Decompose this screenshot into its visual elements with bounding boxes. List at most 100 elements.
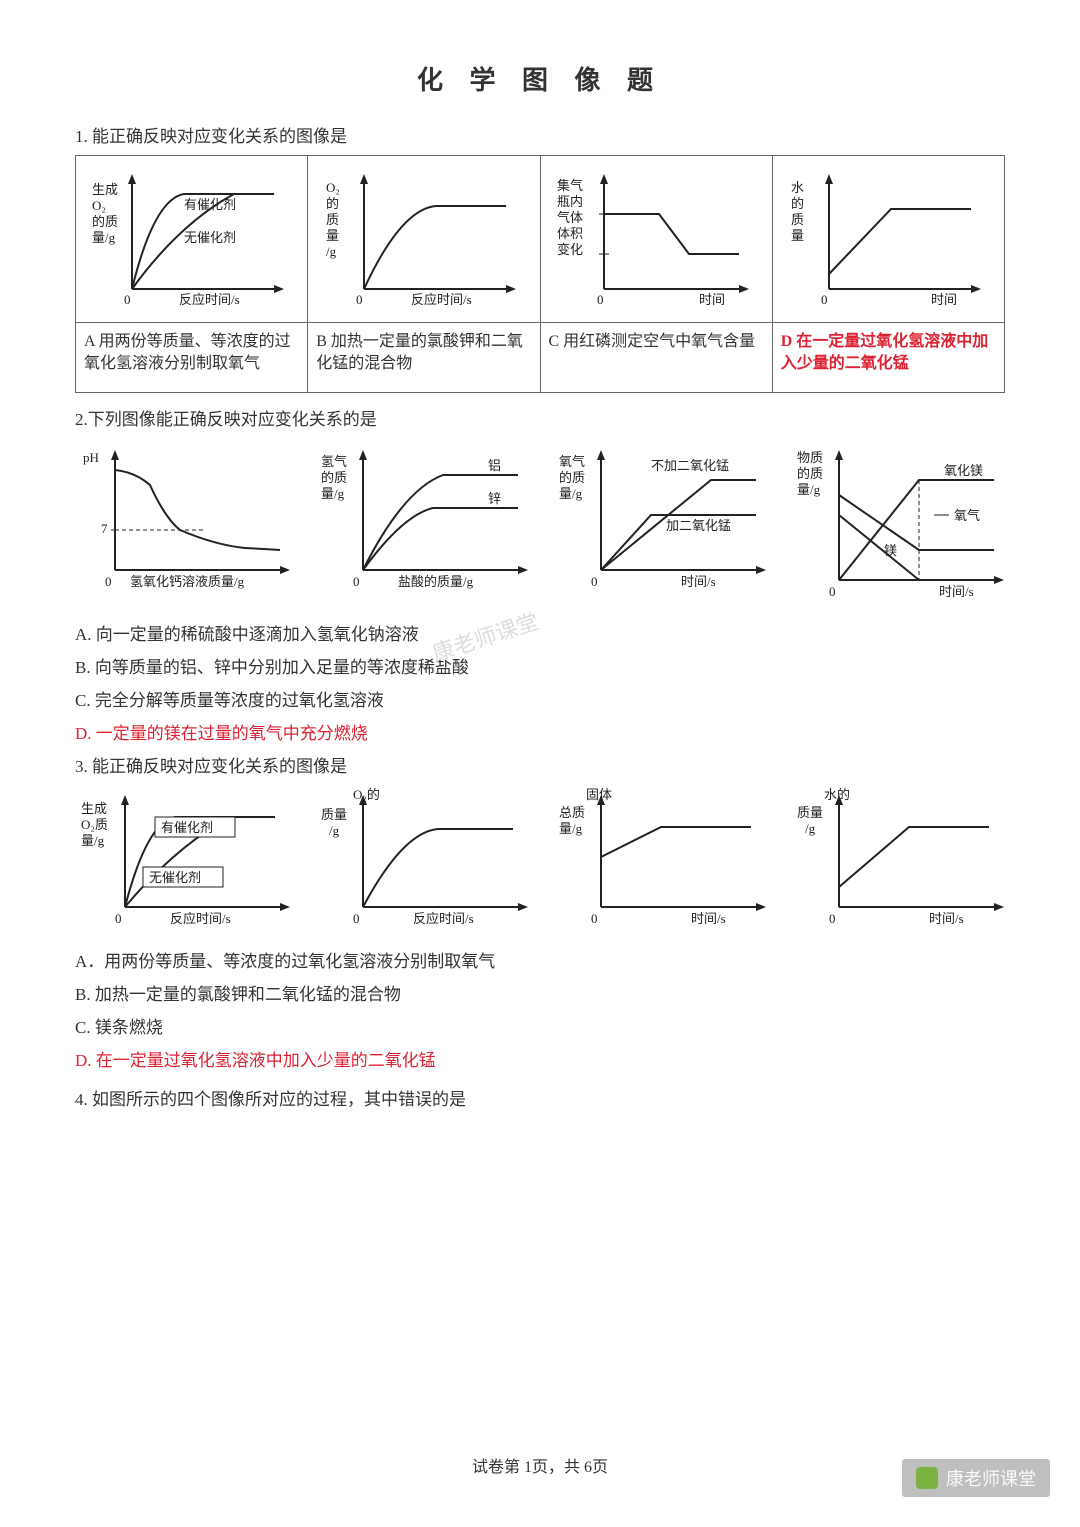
q3-opt-d: D. 在一定量过氧化氢溶液中加入少量的二氧化锰 <box>75 1046 1005 1071</box>
q1a-xlabel: 反应时间/s <box>179 292 240 307</box>
q2-graph-b: 氢气 的质 量/g 0 盐酸的质量/g 铝 锌 <box>313 440 543 610</box>
svg-text:/g: /g <box>329 823 340 838</box>
svg-text:量/g: 量/g <box>797 482 821 497</box>
svg-text:无催化剂: 无催化剂 <box>184 230 236 245</box>
svg-text:量/g: 量/g <box>559 486 583 501</box>
svg-text:0: 0 <box>591 911 598 926</box>
svg-text:氢氧化钙溶液质量/g: 氢氧化钙溶液质量/g <box>130 574 245 589</box>
q2-graph-c: 氧气 的质 量/g 0 时间/s 不加二氧化锰 加二氧化锰 <box>551 440 781 610</box>
svg-text:0: 0 <box>821 292 828 307</box>
q3-opt-a: A．用两份等质量、等浓度的过氧化氢溶液分别制取氧气 <box>75 947 1005 972</box>
svg-text:变化: 变化 <box>557 242 583 257</box>
svg-text:的质: 的质 <box>92 214 118 229</box>
svg-text:体积: 体积 <box>557 226 583 241</box>
svg-text:集气: 集气 <box>557 178 583 193</box>
q1-desc-b: B 加热一定量的氯酸钾和二氧化锰的混合物 <box>308 323 540 393</box>
svg-text:的: 的 <box>791 196 804 211</box>
svg-text:水的: 水的 <box>824 787 850 802</box>
q3-graphs-row: 生成 O₂质 量/g 0 反应时间/s 有催化剂 无催化剂 O₂的 质量 /g … <box>75 787 1005 937</box>
svg-text:反应时间/s: 反应时间/s <box>411 292 472 307</box>
q3-stem: 3. 能正确反映对应变化关系的图像是 <box>75 752 1005 777</box>
q4-stem: 4. 如图所示的四个图像所对应的过程，其中错误的是 <box>75 1085 1005 1110</box>
svg-text:生成: 生成 <box>81 801 107 816</box>
q1-graph-d: 水 的 质 量 0 时间 <box>772 156 1004 323</box>
svg-text:质: 质 <box>326 212 339 227</box>
q1-desc-d: D 在一定量过氧化氢溶液中加入少量的二氧化锰 <box>772 323 1004 393</box>
svg-text:量/g: 量/g <box>559 821 583 836</box>
q1-desc-a: A 用两份等质量、等浓度的过氧化氢溶液分别制取氧气 <box>76 323 308 393</box>
svg-text:锌: 锌 <box>488 491 501 506</box>
svg-text:/g: /g <box>805 821 816 836</box>
svg-text:时间/s: 时间/s <box>929 911 964 926</box>
svg-text:的质: 的质 <box>321 470 347 485</box>
svg-text:时间/s: 时间/s <box>691 911 726 926</box>
svg-text:O₂: O₂ <box>92 198 106 213</box>
svg-text:氧气: 氧气 <box>559 454 585 469</box>
watermark-text: 康老师课堂 <box>946 1465 1036 1491</box>
svg-text:固体: 固体 <box>586 787 612 802</box>
svg-text:/g: /g <box>326 244 337 259</box>
q1-graph-c: 集气 瓶内 气体 体积 变化 0 时间 <box>540 156 772 323</box>
svg-text:时间: 时间 <box>699 292 725 307</box>
svg-text:时间/s: 时间/s <box>681 574 716 589</box>
svg-text:0: 0 <box>124 292 131 307</box>
svg-text:总质: 总质 <box>559 805 585 820</box>
q2-options: A. 向一定量的稀硫酸中逐滴加入氢氧化钠溶液 B. 向等质量的铝、锌中分别加入足… <box>75 620 1005 744</box>
q2-graphs-row: pH 7 0 氢氧化钙溶液质量/g 氢气 的质 量/g 0 盐酸的质量/g 铝 … <box>75 440 1005 610</box>
svg-text:0: 0 <box>105 574 112 589</box>
svg-text:氧气: 氧气 <box>954 508 980 523</box>
wechat-icon <box>916 1467 938 1489</box>
svg-text:镁: 镁 <box>884 543 897 558</box>
svg-text:O₂的: O₂的 <box>353 787 380 802</box>
svg-text:O₂: O₂ <box>326 180 340 195</box>
q2-graph-a: pH 7 0 氢氧化钙溶液质量/g <box>75 440 305 610</box>
svg-text:量: 量 <box>791 228 804 243</box>
svg-text:量: 量 <box>326 228 339 243</box>
svg-text:量/g: 量/g <box>92 230 116 245</box>
q3-options: A．用两份等质量、等浓度的过氧化氢溶液分别制取氧气 B. 加热一定量的氯酸钾和二… <box>75 947 1005 1071</box>
q1-stem: 1. 能正确反映对应变化关系的图像是 <box>75 122 1005 147</box>
svg-text:的: 的 <box>326 196 339 211</box>
svg-text:0: 0 <box>115 911 122 926</box>
q3-graph-c: 固体 总质 量/g 0 时间/s <box>551 787 781 937</box>
q2-opt-c: C. 完全分解等质量等浓度的过氧化氢溶液 <box>75 686 1005 711</box>
page-title: 化 学 图 像 题 <box>75 60 1005 97</box>
svg-text:pH: pH <box>83 450 99 465</box>
svg-text:水: 水 <box>791 180 804 195</box>
svg-text:加二氧化锰: 加二氧化锰 <box>666 518 731 533</box>
q2-opt-b: B. 向等质量的铝、锌中分别加入足量的等浓度稀盐酸 <box>75 653 1005 678</box>
q3-opt-c: C. 镁条燃烧 <box>75 1013 1005 1038</box>
svg-text:时间: 时间 <box>931 292 957 307</box>
svg-text:不加二氧化锰: 不加二氧化锰 <box>651 458 729 473</box>
svg-text:0: 0 <box>356 292 363 307</box>
q3-graph-b: O₂的 质量 /g 0 反应时间/s <box>313 787 543 937</box>
svg-text:氢气: 氢气 <box>321 454 347 469</box>
svg-text:量/g: 量/g <box>81 833 105 848</box>
svg-text:0: 0 <box>829 911 836 926</box>
svg-text:O₂质: O₂质 <box>81 817 108 832</box>
svg-text:0: 0 <box>353 911 360 926</box>
svg-text:质: 质 <box>791 212 804 227</box>
svg-text:量/g: 量/g <box>321 486 345 501</box>
svg-text:盐酸的质量/g: 盐酸的质量/g <box>398 574 474 589</box>
watermark-brand: 康老师课堂 <box>902 1459 1050 1497</box>
q1-table: 生成 O₂ 的质 量/g 0 反应时间/s 有催化剂 无催化剂 O₂ 的 <box>75 155 1005 393</box>
svg-text:物质: 物质 <box>797 450 823 465</box>
svg-text:质量: 质量 <box>797 805 823 820</box>
svg-text:0: 0 <box>829 584 836 599</box>
svg-text:时间/s: 时间/s <box>939 584 974 599</box>
svg-text:生成: 生成 <box>92 182 118 197</box>
svg-text:7: 7 <box>101 521 108 536</box>
svg-text:铝: 铝 <box>488 458 501 473</box>
svg-text:质量: 质量 <box>321 807 347 822</box>
svg-text:的质: 的质 <box>797 466 823 481</box>
svg-text:反应时间/s: 反应时间/s <box>170 911 231 926</box>
svg-text:0: 0 <box>597 292 604 307</box>
svg-text:无催化剂: 无催化剂 <box>149 870 201 885</box>
q2-opt-d: D. 一定量的镁在过量的氧气中充分燃烧 <box>75 719 1005 744</box>
q2-opt-a: A. 向一定量的稀硫酸中逐滴加入氢氧化钠溶液 <box>75 620 1005 645</box>
svg-text:反应时间/s: 反应时间/s <box>413 911 474 926</box>
svg-text:有催化剂: 有催化剂 <box>161 820 213 835</box>
q1-graph-b: O₂ 的 质 量 /g 0 反应时间/s <box>308 156 540 323</box>
svg-text:0: 0 <box>591 574 598 589</box>
